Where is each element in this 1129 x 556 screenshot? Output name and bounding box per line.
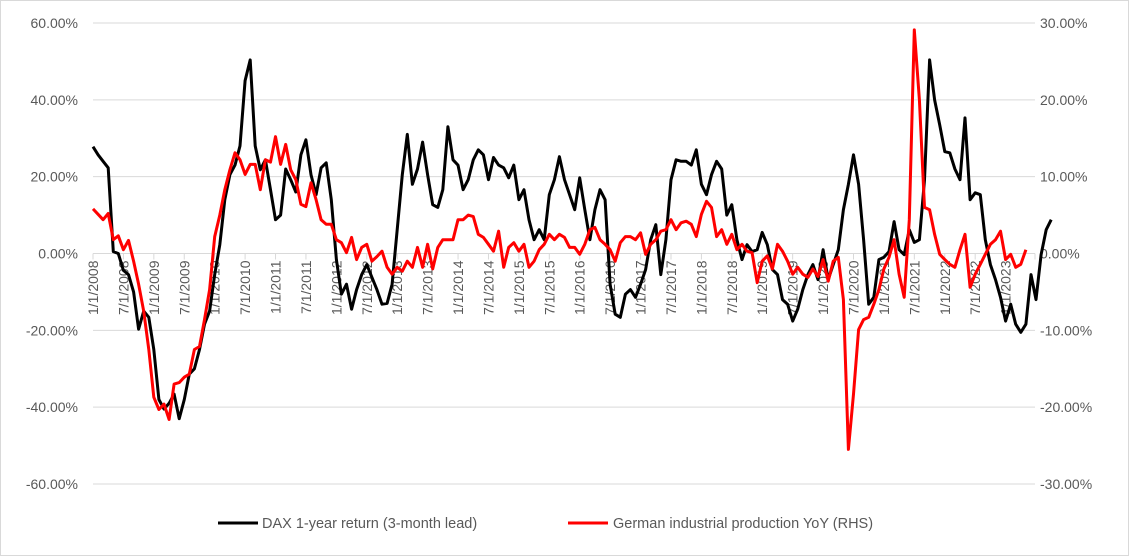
x-tick-label: 1/1/2018 [693, 260, 709, 315]
x-tick-label: 7/1/2010 [237, 260, 253, 315]
x-tick-label: 1/1/2015 [511, 260, 527, 315]
x-tick-label: 1/1/2019 [754, 260, 770, 315]
x-tick-label: 1/1/2016 [572, 260, 588, 315]
x-tick-label: 7/1/2009 [176, 260, 192, 315]
right-tick-label: -30.00% [1040, 476, 1092, 492]
dax-return-line [91, 58, 1053, 421]
left-tick-label: -20.00% [26, 322, 78, 338]
right-tick-label: 20.00% [1040, 92, 1087, 108]
legend-label-industrial-production: German industrial production YoY (RHS) [613, 516, 873, 532]
x-tick-label: 1/1/2012 [328, 260, 344, 315]
x-tick-label: 7/1/2022 [967, 260, 983, 315]
left-tick-label: 40.00% [31, 92, 78, 108]
legend: DAX 1-year return (3-month lead) German … [218, 516, 873, 532]
left-tick-label: -40.00% [26, 399, 78, 415]
x-tick-label: 7/1/2014 [480, 260, 496, 315]
right-tick-label: 30.00% [1040, 15, 1087, 31]
x-tick-label: 7/1/2019 [785, 260, 801, 315]
right-tick-label: -20.00% [1040, 399, 1092, 415]
left-tick-label: -60.00% [26, 476, 78, 492]
left-axis-labels: 60.00% 40.00% 20.00% 0.00% -20.00% -40.00% -60… [26, 15, 78, 492]
x-tick-label: 1/1/2020 [815, 260, 831, 315]
right-tick-label: -10.00% [1040, 322, 1092, 338]
x-tick-label: 7/1/2021 [906, 260, 922, 315]
right-tick-label: 10.00% [1040, 169, 1087, 185]
left-tick-label: 0.00% [38, 246, 78, 262]
x-tick-label: 1/1/2021 [876, 260, 892, 315]
industrial-production-line [91, 28, 1028, 451]
x-tick-label: 1/1/2011 [268, 260, 284, 314]
left-tick-label: 60.00% [31, 15, 78, 31]
x-tick-label: 1/1/2022 [937, 260, 953, 315]
right-tick-label: 0.00% [1040, 246, 1080, 262]
x-tick-label: 7/1/2020 [846, 260, 862, 315]
x-tick-label: 7/1/2017 [663, 260, 679, 315]
x-tick-label: 7/1/2018 [724, 260, 740, 315]
x-tick-label: 7/1/2015 [541, 260, 557, 315]
x-tick-label: 7/1/2011 [298, 260, 314, 314]
x-tick-label: 1/1/2014 [450, 260, 466, 315]
x-tick-label: 7/1/2013 [420, 260, 436, 315]
x-tick-label: 1/1/2009 [146, 260, 162, 315]
series-lines [91, 28, 1053, 451]
left-tick-label: 20.00% [31, 169, 78, 185]
x-tick-label: 1/1/2008 [85, 260, 101, 315]
legend-label-dax: DAX 1-year return (3-month lead) [262, 516, 477, 532]
right-axis-labels: 30.00% 20.00% 10.00% 0.00% -10.00% -20.00% -30… [1040, 15, 1092, 492]
